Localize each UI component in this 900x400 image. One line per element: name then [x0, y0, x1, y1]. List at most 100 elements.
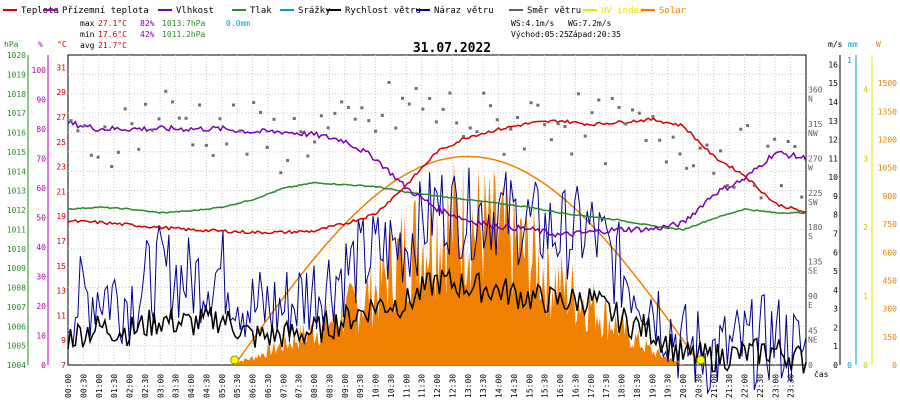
wind-dir-point: [678, 152, 682, 156]
tick-degc: 29: [56, 88, 66, 97]
tick-pct: 90: [36, 95, 46, 104]
tick-time: 00:30: [79, 374, 88, 398]
series-solar-max: [234, 155, 700, 366]
series-temperature: [67, 117, 807, 235]
wind-dir-point: [137, 147, 141, 151]
legend-label: UV index: [601, 6, 645, 16]
tick-time: 03:00: [156, 374, 165, 398]
legend-label: Přízemní teplota: [62, 6, 149, 16]
wind-dir-point: [110, 165, 114, 169]
tick-hpa: 1019: [7, 70, 26, 79]
tick-ms: 15: [828, 79, 838, 88]
wind-dir-point: [313, 140, 317, 144]
tick-pct: 20: [36, 302, 46, 311]
tick-hpa: 1012: [7, 206, 26, 215]
tick-ms: 9: [833, 192, 838, 201]
wind-dir-point: [353, 117, 357, 121]
tick-w: 600: [883, 248, 898, 257]
tick-dir: 135: [808, 258, 823, 267]
tick-hpa: 1005: [7, 342, 26, 351]
stat-wg: WG:7.2m/s: [568, 19, 612, 28]
wind-dir-point: [637, 111, 641, 115]
wind-dir-point: [116, 150, 120, 154]
wind-dir-point: [258, 111, 262, 115]
stat-max-label: max: [80, 19, 95, 28]
wind-dir-point: [617, 106, 621, 110]
wind-dir-point: [475, 130, 479, 134]
wind-dir-point: [786, 139, 790, 143]
tick-degc: 13: [56, 287, 66, 296]
tick-time: 05:00: [218, 374, 227, 398]
tick-time: 02:30: [141, 374, 150, 398]
legend-label: Tlak: [250, 6, 272, 16]
wind-dir-point: [529, 101, 533, 105]
tick-dir-name: W: [808, 163, 813, 172]
unit-degc: °C: [57, 40, 67, 49]
tick-dir-name: SW: [808, 198, 818, 207]
wind-dir-point: [441, 107, 445, 111]
wind-dir-point: [346, 105, 350, 109]
tick-time: 22:30: [756, 374, 765, 398]
tick-time: 06:00: [249, 374, 258, 398]
tick-hpa: 1008: [7, 284, 26, 293]
tick-time: 04:00: [187, 374, 196, 398]
axis-unit-headers: hPa % °C m/s mm W čas: [4, 40, 881, 379]
tick-degc: 31: [56, 63, 66, 72]
tick-time: 02:00: [126, 374, 135, 398]
tick-pct: 50: [36, 213, 46, 222]
chart-legend: Teplota Přízemní teplota Vlhkost Tlak Srážky…: [3, 6, 687, 16]
tick-time: 11:00: [402, 374, 411, 398]
unit-mm: mm: [848, 40, 858, 49]
legend-label: Teplota: [21, 6, 59, 16]
tick-pct: 10: [36, 331, 46, 340]
tick-w: 1050: [878, 164, 897, 173]
wind-dir-point: [725, 184, 729, 188]
tick-mm: 0: [847, 361, 852, 370]
wind-dir-point: [732, 185, 736, 189]
wind-dir-point: [766, 144, 770, 148]
tick-time: 17:30: [602, 374, 611, 398]
tick-time: 10:30: [387, 374, 396, 398]
tick-time: 08:00: [310, 374, 319, 398]
tick-time: 17:00: [587, 374, 596, 398]
wind-dir-point: [604, 162, 608, 166]
tick-dir-name: NE: [808, 336, 818, 345]
wind-dir-point: [698, 146, 702, 150]
wind-dir-point: [387, 80, 391, 84]
unit-hpa: hPa: [4, 40, 19, 49]
tick-dir-name: S: [808, 232, 813, 241]
tick-time: 13:00: [464, 374, 473, 398]
wind-dir-point: [543, 123, 547, 127]
wind-dir-point: [502, 152, 506, 156]
wind-dir-point: [671, 135, 675, 139]
wind-dir-point: [360, 106, 364, 110]
wind-dir-point: [83, 124, 87, 128]
tick-w: 150: [883, 333, 898, 342]
wind-dir-point: [793, 145, 797, 149]
wind-dir-point: [69, 119, 73, 123]
wind-dir-point: [468, 126, 472, 130]
tick-dir: 45: [808, 327, 818, 336]
tick-time: 13:30: [479, 374, 488, 398]
tick-ms: 11: [828, 154, 838, 163]
tick-w: 1200: [878, 136, 897, 145]
wind-dir-point: [171, 100, 175, 104]
tick-dir: 360: [808, 85, 823, 94]
tick-dir: 270: [808, 154, 823, 163]
wind-dir-point: [624, 122, 628, 126]
tick-hpa: 1007: [7, 303, 26, 312]
wind-dir-point: [549, 138, 553, 142]
tick-ms: 10: [828, 173, 838, 182]
wind-dir-point: [326, 126, 330, 130]
tick-hpa: 1015: [7, 148, 26, 157]
wind-dir-point: [367, 119, 371, 123]
wind-dir-point: [746, 124, 750, 128]
tick-degc: 23: [56, 163, 66, 172]
wind-dir-point: [495, 118, 499, 122]
wind-dir-point: [130, 122, 134, 126]
wind-dir-point: [198, 103, 202, 107]
wind-dir-point: [191, 143, 195, 147]
tick-hpa: 1020: [7, 51, 26, 60]
tick-uv: 0: [863, 361, 868, 370]
stat-rain: 0.0mm: [226, 19, 250, 28]
